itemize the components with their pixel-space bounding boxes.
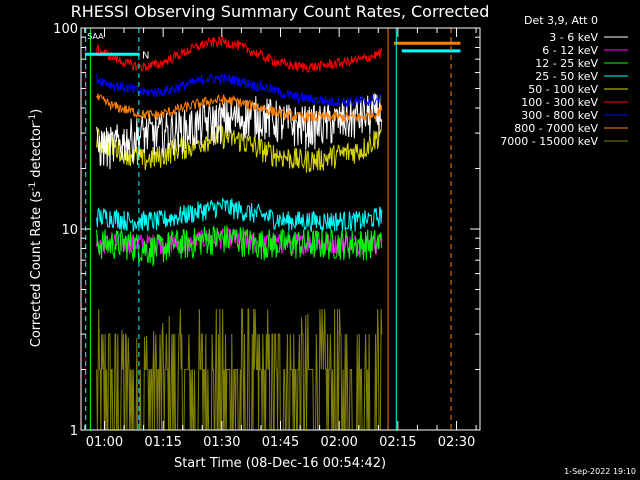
legend-item: 100 - 300 keV: [521, 96, 628, 109]
legend-label: 3 - 6 keV: [549, 31, 598, 44]
legend-header: Det 3,9, Att 0: [524, 14, 598, 27]
legend-label: 6 - 12 keV: [542, 44, 598, 57]
y-axis-ticks: 1 10 100: [53, 22, 480, 439]
series-trace: [96, 72, 383, 108]
legend-item: 6 - 12 keV: [542, 44, 628, 57]
legend-label: 800 - 7000 keV: [514, 122, 598, 135]
legend-item: 12 - 25 keV: [535, 57, 628, 70]
plot-data: N SAA: [84, 28, 461, 431]
legend-item: 800 - 7000 keV: [514, 122, 628, 135]
series-trace: [96, 92, 383, 170]
legend-item: 300 - 800 keV: [521, 109, 628, 122]
x-tick-label: 01:15: [144, 435, 181, 450]
y-axis-label: Corrected Count Rate (s-1 detector-1): [28, 109, 44, 347]
series-100-300-kev: [96, 36, 383, 73]
y-tick-label: 10: [61, 223, 78, 238]
legend-label: 7000 - 15000 keV: [500, 135, 598, 148]
series-trace: [96, 197, 383, 233]
saa-marker-label: SAA: [87, 32, 104, 41]
x-tick-label: 02:15: [379, 435, 416, 450]
legend-item: 3 - 6 keV: [549, 31, 628, 44]
legend-item: 25 - 50 keV: [535, 70, 628, 83]
night-marker-label: N: [142, 50, 149, 61]
series-25-50-kev: [96, 197, 383, 233]
y-tick-label: 1: [70, 424, 78, 439]
y-tick-label: 100: [53, 22, 78, 37]
y-label-superscript: -1: [28, 114, 38, 123]
x-axis-ticks: 01:00 01:15 01:30 01:45 02:00 02:15 02:30: [84, 28, 477, 450]
series-trace: [96, 225, 383, 267]
y-label-part: ): [29, 109, 44, 114]
x-tick-label: 01:00: [86, 435, 123, 450]
legend-label: 100 - 300 keV: [521, 96, 598, 109]
x-axis-label: Start Time (08-Dec-16 00:54:42): [174, 456, 386, 471]
y-label-part: Corrected Count Rate (s: [29, 191, 44, 348]
chart-title: RHESSI Observing Summary Count Rates, Co…: [71, 2, 490, 21]
legend-item: 50 - 100 keV: [528, 83, 628, 96]
legend-label: 50 - 100 keV: [528, 83, 598, 96]
legend-label: 12 - 25 keV: [535, 57, 598, 70]
legend-label: 300 - 800 keV: [521, 109, 598, 122]
series-3-6-kev: [96, 92, 383, 170]
x-tick-label: 01:45: [262, 435, 299, 450]
legend-item: 7000 - 15000 keV: [500, 135, 628, 148]
x-tick-label: 02:30: [438, 435, 475, 450]
footer-timestamp: 1-Sep-2022 19:10: [564, 467, 636, 476]
legend-label: 25 - 50 keV: [535, 70, 598, 83]
series-trace: [96, 36, 383, 73]
series-trace: [96, 93, 383, 124]
series-12-25-kev: [96, 225, 383, 267]
series-300-800-kev: [96, 72, 383, 108]
x-tick-label: 02:00: [320, 435, 357, 450]
x-tick-label: 01:30: [203, 435, 240, 450]
y-label-superscript: -1: [28, 182, 38, 191]
y-label-part: detector: [29, 122, 44, 182]
series-800-7000-kev: [96, 93, 383, 124]
